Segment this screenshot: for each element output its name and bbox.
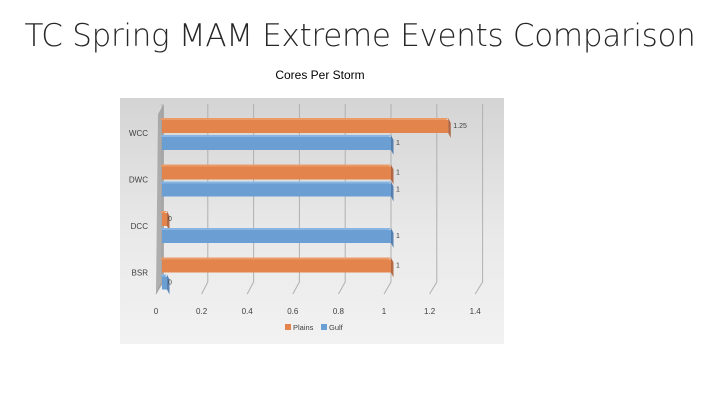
gridline [246, 104, 255, 295]
data-label: 1 [396, 263, 400, 270]
bar-end-face [391, 135, 394, 155]
bar [162, 137, 391, 150]
bar-top-face [160, 164, 391, 167]
x-tick-label: 0 [154, 307, 159, 316]
bar-end-face [167, 211, 170, 231]
data-label: 1 [396, 187, 400, 194]
bar [162, 213, 167, 226]
data-label: 1 [396, 233, 400, 240]
legend-label-plains: Plains [293, 323, 314, 332]
category-label: DWC [129, 176, 148, 185]
data-label: 0 [168, 216, 172, 223]
x-tick-label: 1.4 [470, 307, 482, 316]
bar-end-face [167, 274, 170, 295]
bar-end-face [391, 228, 394, 248]
bar-end-face [391, 257, 394, 278]
bar-top-face [160, 274, 167, 277]
legend[interactable]: Plains Gulf [285, 323, 344, 332]
slide-title: TC Spring MAM Extreme Events Comparison [24, 18, 696, 54]
bar-end-face [391, 181, 394, 202]
x-tick-label: 0.8 [333, 307, 345, 316]
x-tick-label: 0.4 [242, 307, 254, 316]
category-label: WCC [129, 129, 148, 138]
category-label: DCC [131, 222, 149, 231]
gridline [474, 104, 484, 295]
chart-side-wall [156, 104, 164, 294]
chart-title: Cores Per Storm [275, 68, 365, 82]
data-label: 1 [396, 170, 400, 177]
legend-swatch-plains [285, 324, 291, 330]
gridline [201, 104, 209, 295]
data-label: 1 [396, 140, 400, 147]
x-tick-label: 0.6 [287, 307, 299, 316]
x-tick-label: 1.2 [424, 307, 436, 316]
x-axis-tick-labels: 0 0.2 0.4 0.6 0.8 1 1.2 1.4 [154, 307, 482, 316]
gridline [292, 104, 300, 295]
bar [162, 120, 449, 133]
data-label: 1.25 [453, 123, 467, 130]
data-labels: 1.25 1 1 1 0 1 1 0 [168, 123, 467, 287]
bar [162, 259, 391, 273]
x-tick-label: 0.2 [196, 307, 208, 316]
bar-top-face [160, 257, 391, 260]
gridlines [155, 104, 484, 295]
bar [162, 166, 391, 180]
bar-top-face [160, 228, 391, 230]
bar-top-face [160, 211, 167, 213]
legend-swatch-gulf [321, 324, 327, 330]
bar [162, 276, 167, 290]
bar-top-face [160, 118, 449, 120]
bars [160, 118, 451, 295]
gridline [383, 104, 392, 295]
data-label: 0 [168, 280, 172, 287]
side-wall [156, 104, 164, 294]
gridline [429, 104, 438, 295]
legend-label-gulf: Gulf [329, 323, 344, 332]
bar-end-face [448, 118, 451, 138]
category-label: BSR [132, 269, 149, 278]
bar [162, 183, 391, 197]
category-labels: WCC DWC DCC BSR [129, 129, 148, 278]
chart-area: 1.25 1 1 1 0 1 1 0 WCC DWC DCC BSR 0 0.2 0.4 0.6 0.8 1 1… [120, 98, 504, 344]
gridline [337, 104, 346, 295]
bar-top-face [160, 181, 391, 184]
x-tick-label: 1 [382, 307, 387, 316]
bar-end-face [391, 164, 394, 185]
bar [162, 230, 391, 243]
bar-top-face [160, 135, 391, 137]
